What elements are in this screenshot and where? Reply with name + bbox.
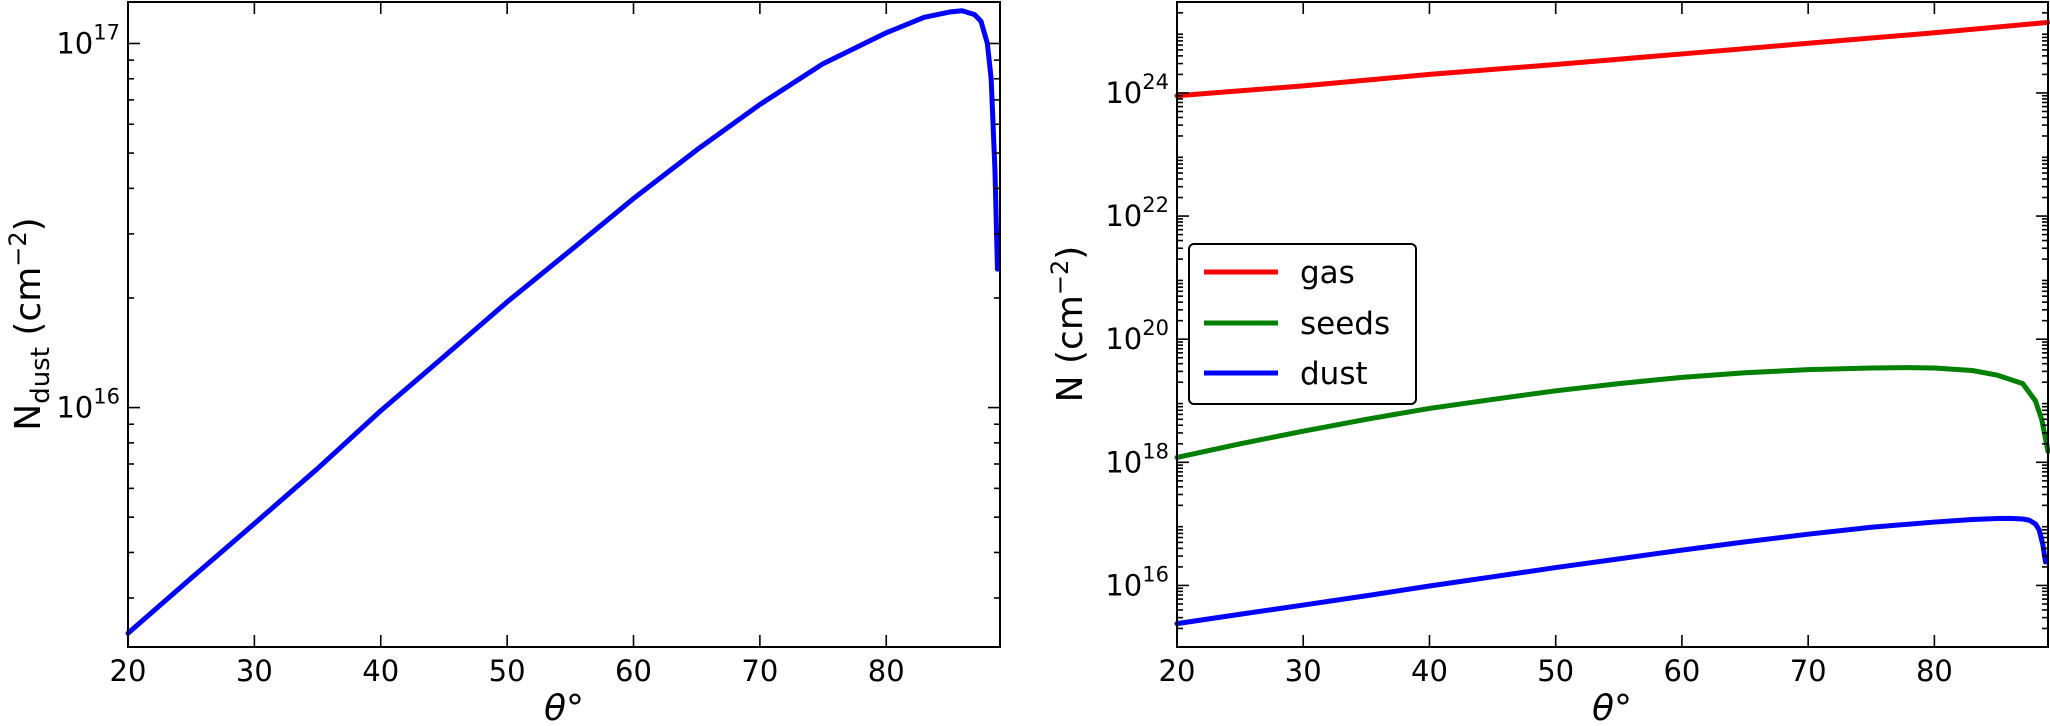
legend-box: [1188, 243, 1417, 405]
right-x-tick-label: 60: [1663, 654, 1700, 688]
right-y-tick-label: 1024: [1105, 70, 1169, 110]
left-x-tick-label: 50: [489, 654, 526, 688]
left-plot-lines: [125, 8, 1000, 636]
right-line-seeds: [1174, 365, 2050, 460]
left-x-tick-label: 30: [236, 654, 273, 688]
left-x-tick-label: 60: [615, 654, 652, 688]
right-x-tick-label: 50: [1537, 654, 1574, 688]
right-x-tick-label: 20: [1159, 654, 1196, 688]
legend-label-dust: dust: [1300, 356, 1368, 392]
right-line-dust: [1174, 515, 2048, 627]
right-y-tick-label: 1020: [1105, 316, 1169, 356]
left-ticks: [127, 2, 1000, 647]
left-x-tick-label: 80: [868, 654, 905, 688]
left-x-tick-label: 40: [362, 654, 399, 688]
right-y-axis-label: N (cm−2): [1046, 246, 1091, 403]
right-plot-frame: [1176, 1, 2049, 648]
right-x-tick-label: 30: [1285, 654, 1322, 688]
right-x-axis-label: θ°: [1592, 688, 1632, 726]
right-chart: 20 30 40 50 60 70 80 1016 1018 1020 1022 1024 θ° N …: [1046, 1, 2050, 726]
left-plot-frame: [127, 1, 1001, 648]
right-y-tick-label: 1018: [1105, 439, 1169, 479]
legend-label-seeds: seeds: [1300, 306, 1390, 342]
right-x-tick-label: 80: [1916, 654, 1953, 688]
left-x-tick-label: 20: [110, 654, 147, 688]
right-x-tick-label: 70: [1790, 654, 1827, 688]
left-tick-labels: 20 30 40 50 60 70 80 1016 1017: [56, 20, 904, 688]
left-chart: 20 30 40 50 60 70 80 1016 1017 θ° Ndust (cm−2): [4, 1, 1001, 726]
left-line-series-0: [125, 8, 1000, 636]
right-x-tick-label: 40: [1411, 654, 1448, 688]
left-x-tick-label: 70: [741, 654, 778, 688]
right-plot-lines: [1174, 19, 2050, 627]
right-tick-labels: 20 30 40 50 60 70 80 1016 1018 1020 1022 1024: [1105, 70, 1952, 688]
left-y-tick-label: 1016: [56, 385, 120, 425]
legend-label-gas: gas: [1300, 255, 1355, 291]
legend-entry-gas: gas: [1204, 255, 1355, 291]
left-y-axis-label: Ndust (cm−2): [4, 217, 56, 430]
right-ticks: [1176, 1, 2048, 647]
left-x-axis-label: θ°: [544, 688, 584, 726]
left-y-tick-label: 1017: [56, 20, 120, 60]
legend: gas seeds dust: [1188, 243, 1417, 405]
right-y-tick-label: 1022: [1105, 193, 1169, 233]
legend-entry-seeds: seeds: [1204, 306, 1390, 342]
right-y-tick-label: 1016: [1105, 562, 1169, 602]
legend-entry-dust: dust: [1204, 356, 1368, 392]
right-line-gas: [1174, 19, 2050, 99]
